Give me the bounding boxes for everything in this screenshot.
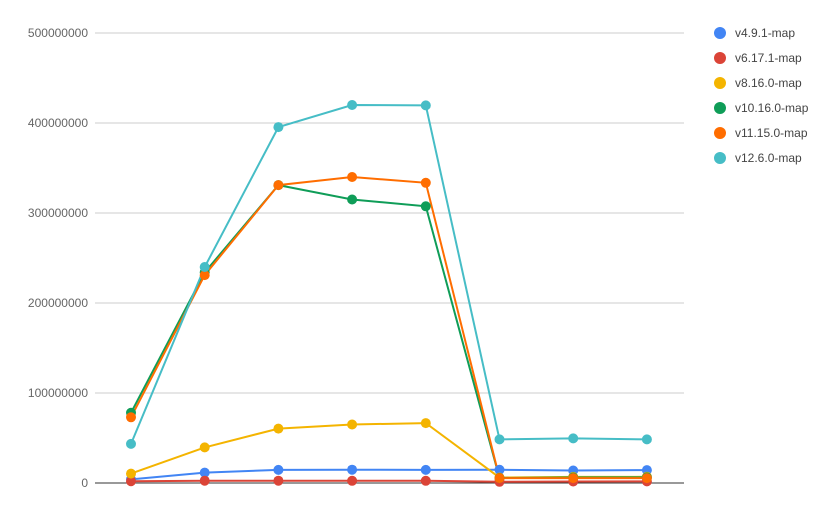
series-lines bbox=[130, 103, 647, 483]
gridlines bbox=[95, 32, 684, 484]
y-tick-label: 300000000 bbox=[28, 206, 88, 220]
y-tick-label: 400000000 bbox=[28, 116, 88, 130]
data-point-v6.17.1-map[interactable] bbox=[273, 475, 284, 486]
data-point-v12.6.0-map[interactable] bbox=[494, 434, 505, 445]
legend-marker bbox=[714, 152, 726, 164]
series-line-v10.16.0-map bbox=[130, 184, 647, 480]
legend-label: v11.15.0-map bbox=[735, 126, 808, 140]
legend-marker bbox=[714, 77, 726, 89]
series-line-v11.15.0-map bbox=[130, 175, 647, 480]
data-point-v10.16.0-map[interactable] bbox=[347, 194, 358, 205]
data-point-v4.9.1-map[interactable] bbox=[420, 464, 431, 475]
series-line-v12.6.0-map bbox=[130, 103, 647, 445]
legend-label: v6.17.1-map bbox=[735, 51, 802, 65]
y-tick-label: 100000000 bbox=[28, 386, 88, 400]
legend-item-v11.15.0-map[interactable]: v11.15.0-map bbox=[714, 126, 808, 140]
legend-label: v8.16.0-map bbox=[735, 76, 802, 90]
legend-item-v10.16.0-map[interactable]: v10.16.0-map bbox=[714, 101, 809, 115]
data-point-v12.6.0-map[interactable] bbox=[273, 122, 284, 133]
data-point-v11.15.0-map[interactable] bbox=[420, 177, 431, 188]
legend-marker bbox=[714, 27, 726, 39]
data-point-v11.15.0-map[interactable] bbox=[126, 412, 136, 423]
data-point-v8.16.0-map[interactable] bbox=[420, 418, 431, 429]
data-point-v4.9.1-map[interactable] bbox=[273, 464, 284, 475]
data-point-v8.16.0-map[interactable] bbox=[347, 419, 358, 430]
data-point-v11.15.0-map[interactable] bbox=[641, 473, 652, 484]
series-points bbox=[126, 100, 652, 487]
y-axis-tick-labels: 0 100000000 200000000 300000000 400000000 500… bbox=[28, 26, 88, 490]
data-point-v4.9.1-map[interactable] bbox=[347, 464, 358, 475]
data-point-v12.6.0-map[interactable] bbox=[641, 434, 652, 445]
legend-item-v8.16.0-map[interactable]: v8.16.0-map bbox=[714, 76, 802, 90]
data-point-v11.15.0-map[interactable] bbox=[494, 473, 505, 484]
series-line-v6.17.1-map bbox=[130, 479, 647, 483]
data-point-v12.6.0-map[interactable] bbox=[568, 433, 579, 444]
data-point-v12.6.0-map[interactable] bbox=[199, 262, 210, 272]
data-point-v6.17.1-map[interactable] bbox=[420, 475, 431, 486]
data-point-v12.6.0-map[interactable] bbox=[126, 438, 136, 449]
legend-item-v4.9.1-map[interactable]: v4.9.1-map bbox=[714, 26, 795, 40]
data-point-v11.15.0-map[interactable] bbox=[199, 270, 210, 281]
data-point-v12.6.0-map[interactable] bbox=[347, 100, 358, 110]
data-point-v8.16.0-map[interactable] bbox=[273, 423, 284, 434]
legend: v4.9.1-map v6.17.1-map v8.16.0-map v10.16.0… bbox=[714, 26, 809, 165]
data-point-v11.15.0-map[interactable] bbox=[568, 473, 579, 484]
series-line-v4.9.1-map bbox=[130, 468, 647, 481]
legend-marker bbox=[714, 102, 726, 114]
data-point-v4.9.1-map[interactable] bbox=[199, 467, 210, 478]
y-tick-label: 500000000 bbox=[28, 26, 88, 40]
legend-label: v10.16.0-map bbox=[735, 101, 809, 115]
y-tick-label: 200000000 bbox=[28, 296, 88, 310]
data-point-v11.15.0-map[interactable] bbox=[347, 172, 358, 182]
y-tick-label: 0 bbox=[81, 476, 88, 490]
legend-label: v4.9.1-map bbox=[735, 26, 795, 40]
data-point-v6.17.1-map[interactable] bbox=[347, 475, 358, 486]
data-point-v12.6.0-map[interactable] bbox=[420, 100, 431, 111]
data-point-v8.16.0-map[interactable] bbox=[126, 468, 136, 479]
data-point-v10.16.0-map[interactable] bbox=[420, 201, 431, 212]
data-point-v6.17.1-map[interactable] bbox=[199, 475, 210, 486]
legend-marker bbox=[714, 127, 726, 139]
legend-label: v12.6.0-map bbox=[735, 151, 802, 165]
data-point-v4.9.1-map[interactable] bbox=[494, 464, 505, 475]
data-point-v8.16.0-map[interactable] bbox=[199, 442, 210, 453]
legend-item-v12.6.0-map[interactable]: v12.6.0-map bbox=[714, 151, 802, 165]
legend-marker bbox=[714, 52, 726, 64]
legend-item-v6.17.1-map[interactable]: v6.17.1-map bbox=[714, 51, 802, 65]
data-point-v6.17.1-map[interactable] bbox=[126, 476, 136, 487]
data-point-v11.15.0-map[interactable] bbox=[273, 180, 284, 191]
